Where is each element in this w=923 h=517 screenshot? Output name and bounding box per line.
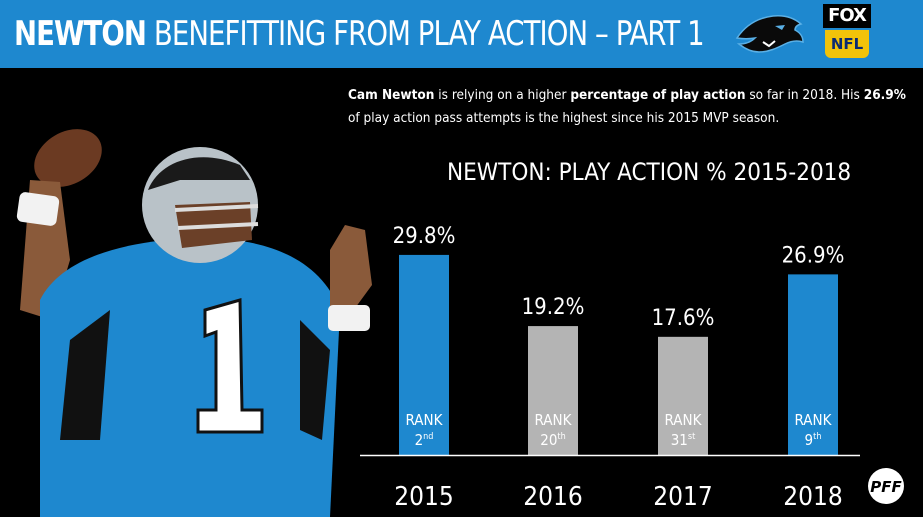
rank-label-2015: RANK (406, 411, 444, 429)
rank-label-2016: RANK (535, 411, 573, 429)
desc-part-1: Cam Newton (348, 87, 435, 103)
rank-number-2015: 2nd (415, 431, 434, 449)
value-label-2017: 17.6% (652, 306, 715, 331)
panther-logo-icon (735, 15, 804, 53)
fox-nfl-logo: FOX NFL (823, 4, 871, 62)
x-tick-2017: 2017 (653, 482, 713, 512)
x-tick-2015: 2015 (394, 482, 454, 512)
fox-logo-text: FOX (823, 4, 871, 28)
rank-label-2017: RANK (665, 411, 703, 429)
nfl-logo-text: NFL (825, 30, 869, 58)
desc-part-7: is the highest since his 2015 MVP season… (521, 110, 780, 126)
bar-2018 (788, 274, 838, 455)
title-rest: BENEFITTING FROM PLAY ACTION – PART 1 (153, 14, 705, 54)
value-label-2018: 26.9% (782, 243, 845, 268)
x-tick-2016: 2016 (523, 482, 583, 512)
page-title: NEWTON BENEFITTING FROM PLAY ACTION – PA… (14, 12, 705, 56)
desc-part-3: percentage of play action (570, 87, 746, 103)
bar-2017 (658, 336, 708, 455)
rank-number-2018: 9th (805, 431, 822, 449)
x-tick-2018: 2018 (783, 482, 843, 512)
value-label-2016: 19.2% (522, 295, 585, 320)
bar-chart: 29.8% RANK 2nd 2015 19.2% RANK 20th 2016 17.6% RA… (360, 224, 860, 512)
desc-part-4: so far in 2018. His (745, 87, 864, 103)
rank-label-2018: RANK (795, 411, 833, 429)
rank-number-2017: 31st (671, 431, 696, 449)
player-photo (16, 129, 372, 517)
rank-number-2016: 20th (540, 431, 565, 449)
desc-part-2: is relying on a higher (434, 87, 571, 103)
title-bold: NEWTON (14, 14, 147, 54)
pff-logo-icon: PFF (868, 468, 904, 504)
bar-2015 (399, 254, 449, 455)
description: Cam Newton is relying on a higher percen… (348, 84, 916, 130)
header-banner: NEWTON BENEFITTING FROM PLAY ACTION – PA… (0, 0, 923, 68)
value-label-2015: 29.8% (393, 224, 456, 249)
bar-2016 (528, 326, 578, 455)
chart-title: NEWTON: PLAY ACTION % 2015-2018 (447, 158, 852, 186)
desc-part-6: of play action pass attempts (348, 110, 522, 126)
svg-text:PFF: PFF (870, 478, 902, 496)
desc-part-5: 26.9% (863, 87, 906, 103)
